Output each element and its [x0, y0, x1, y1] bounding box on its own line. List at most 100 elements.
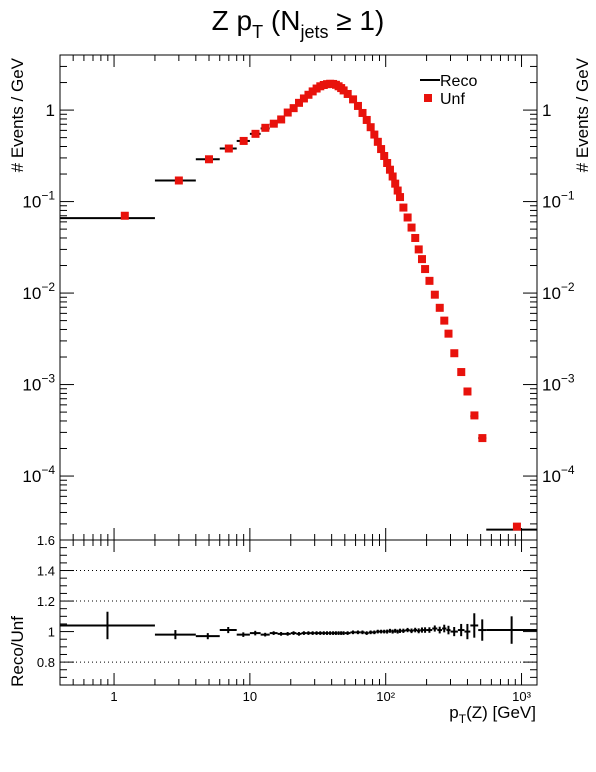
y-tick-label: 10−1 — [22, 189, 55, 212]
unf-point — [339, 86, 348, 95]
unf-point — [349, 95, 358, 104]
y-tick-label-base: 10 — [22, 193, 41, 212]
ratio-point — [260, 632, 270, 637]
ratio-point — [388, 628, 392, 633]
unf-point — [435, 303, 444, 312]
ratio-point — [249, 630, 261, 636]
ratio-point — [290, 631, 297, 635]
legend-unf-label: Unf — [440, 91, 465, 108]
unf-point — [425, 276, 434, 285]
unf-point — [380, 151, 389, 160]
ratio-point — [350, 630, 356, 635]
unf-point — [396, 193, 405, 202]
unf-point — [295, 98, 304, 107]
unf-point — [407, 223, 416, 232]
y-tick-label-base: 1 — [46, 101, 55, 120]
y-tick-label: 10−1 — [542, 189, 575, 212]
ratio-point — [60, 611, 155, 640]
ratio-point — [426, 627, 433, 633]
y-tick-label: 1 — [542, 101, 551, 120]
y-tick-label: 10−2 — [22, 280, 55, 303]
y-tick-label-base: 10 — [22, 376, 41, 395]
ratio-y-tick-label: 1 — [48, 625, 55, 640]
unf-point — [388, 172, 397, 181]
y-tick-label-base: 1 — [542, 101, 551, 120]
main-x-ticks — [59, 55, 523, 540]
unf-point — [277, 115, 286, 124]
ratio-point — [364, 631, 369, 635]
y-tick-label-exponent: −1 — [41, 189, 55, 203]
ratio-point — [478, 619, 487, 641]
ratio-point — [391, 629, 394, 634]
ratio-y-tick-label: 1.4 — [37, 564, 55, 579]
unf-point — [421, 265, 430, 274]
ratio-point — [310, 631, 315, 635]
ratio-point — [457, 623, 465, 637]
unf-point — [430, 290, 439, 299]
ratio-point — [322, 631, 326, 635]
ratio-point — [413, 627, 417, 633]
y-tick-label: 10−2 — [542, 280, 575, 303]
ratio-point — [446, 625, 451, 635]
unf-point — [463, 387, 472, 396]
ratio-point — [464, 623, 471, 640]
chart-title: Z pT (Njets ≥ 1) — [212, 5, 385, 42]
y-tick-label-base: 10 — [542, 193, 561, 212]
ratio-point — [301, 631, 307, 635]
ratio-point — [398, 628, 402, 633]
ratio-point — [470, 613, 479, 638]
ratio-point — [284, 632, 291, 636]
unf-point — [304, 90, 313, 99]
x-axis-label: pT(Z) [GeV] — [449, 703, 536, 726]
x-tick-labels: 1 10 10² 10³ — [110, 689, 531, 704]
ratio-point — [306, 631, 311, 635]
ratio-point — [344, 631, 351, 635]
ratio-point — [328, 631, 332, 635]
ratio-point — [450, 627, 458, 637]
x-tick-label: 10³ — [512, 689, 531, 704]
ratio-point — [342, 631, 345, 635]
y-tick-label: 1 — [46, 101, 55, 120]
unf-point — [204, 155, 213, 164]
unf-point — [450, 349, 459, 358]
ratio-series — [60, 611, 537, 644]
ratio-y-tick-label: 0.8 — [37, 655, 55, 670]
unf-point — [299, 94, 308, 103]
y-tick-label: 10−3 — [22, 372, 55, 395]
ratio-point — [296, 632, 302, 636]
ratio-panel: 0.8 1 1.2 1.4 1.6 1 10 10² 10³ Reco/Unf pT(Z) [… — [8, 533, 538, 726]
unf-point — [411, 233, 420, 242]
ratio-point — [385, 629, 389, 634]
unf-point — [403, 213, 412, 222]
legend: Reco Unf — [420, 73, 477, 108]
unf-point — [358, 108, 367, 117]
unf-point — [444, 329, 453, 338]
ratio-point — [401, 628, 406, 633]
unf-point — [470, 411, 479, 420]
ratio-point — [318, 631, 323, 635]
ratio-point — [195, 633, 220, 640]
ratio-point — [334, 631, 338, 635]
unf-point — [239, 136, 248, 145]
unf-series — [120, 79, 521, 531]
ratio-point — [331, 631, 335, 635]
ratio-point — [355, 630, 361, 635]
y-tick-label: 10−4 — [542, 463, 575, 486]
y-tick-label: 10−4 — [22, 463, 55, 486]
unf-point — [370, 130, 379, 139]
ratio-y-axis-label: Reco/Unf — [8, 616, 27, 687]
ratio-point — [339, 631, 343, 635]
main-y-tick-labels-left: 110−110−210−310−4 — [22, 101, 55, 486]
ratio-point — [219, 627, 237, 634]
unf-point — [224, 144, 233, 153]
unf-point — [366, 123, 375, 132]
ratio-point — [382, 629, 386, 634]
unf-point — [373, 137, 382, 146]
ratio-point — [360, 630, 365, 635]
unf-point — [120, 211, 129, 220]
ratio-point — [368, 630, 373, 635]
unf-point — [343, 89, 352, 98]
main-panel: 110−110−210−310−4 110−110−210−310−4 # Ev… — [8, 54, 592, 541]
